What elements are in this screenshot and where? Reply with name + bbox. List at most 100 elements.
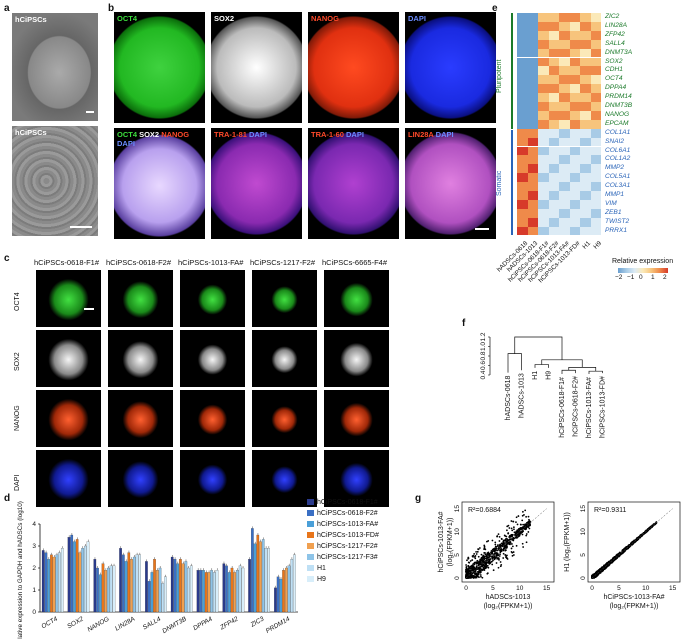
data-point: [632, 540, 635, 543]
leaf-label: hCiPSCs-1013-FA#: [586, 377, 593, 438]
heatmap-cell: [517, 146, 528, 156]
leaf-label: hADSCs-0618: [505, 376, 512, 421]
sample-label: H9: [592, 239, 603, 251]
heatmap-cell: [517, 226, 528, 236]
heatmap-cell: [517, 217, 528, 227]
data-point: [522, 523, 525, 526]
heatmap-cell: [538, 208, 549, 218]
image-caption: hCiPSCs: [15, 15, 47, 24]
heatmap-cell: [559, 128, 570, 138]
heatmap-cell: [590, 226, 601, 236]
x-tick-label: DPPA4: [192, 615, 214, 632]
heatmap-cell: [527, 93, 538, 102]
heatmap-cell: [580, 226, 591, 236]
heatmap-cell: [548, 21, 559, 31]
heatmap-cell: [548, 48, 559, 58]
heatmap-cell: [548, 75, 559, 85]
heatmap-cell: [569, 48, 580, 58]
data-point: [612, 560, 615, 563]
bar: [73, 541, 76, 613]
data-point: [516, 523, 519, 526]
data-point: [473, 561, 476, 564]
heatmap-cell: [559, 84, 570, 94]
y-tick-label: 1.2: [480, 332, 487, 341]
y-tick-label: 0.6: [480, 361, 487, 370]
bar: [199, 570, 203, 613]
data-point: [509, 540, 511, 543]
heatmap-cell: [538, 21, 549, 31]
data-point: [517, 535, 520, 538]
bar: [67, 537, 71, 613]
data-point: [527, 531, 530, 533]
x-tick-label: 0: [464, 585, 468, 592]
data-point: [515, 544, 518, 547]
heatmap-cell: [538, 93, 549, 102]
data-point: [506, 545, 508, 548]
x-tick-label: SOX2: [66, 615, 85, 630]
heatmap-cell: [548, 199, 559, 209]
data-point: [495, 545, 498, 548]
heatmap-cell: [527, 110, 538, 120]
stain-label-sub: DAPI: [117, 139, 135, 148]
clone-image: [180, 390, 245, 447]
y-tick-label: 4: [32, 521, 36, 528]
bar: [124, 561, 128, 613]
heatmap-cell: [538, 110, 549, 120]
heatmap-cell: [590, 66, 601, 76]
gene-label: COL3A1: [605, 182, 631, 190]
heatmap-cell: [559, 75, 570, 85]
somatic-label: Somatic: [496, 170, 503, 197]
heatmap-cell: [580, 191, 591, 200]
heatmap-cell: [527, 199, 538, 209]
data-point: [478, 561, 480, 564]
data-point: [502, 540, 505, 543]
clone-image: [252, 450, 317, 507]
y-tick-label: 0.4: [480, 370, 487, 379]
gene-label: DNMT3B: [605, 102, 633, 109]
bar: [109, 565, 113, 613]
scale-bar: [84, 308, 94, 310]
heatmap-cell: [538, 119, 549, 129]
data-point: [525, 521, 528, 524]
heatmap-cell: [580, 84, 591, 94]
gene-label: COL5A1: [605, 173, 631, 181]
bar: [107, 567, 110, 613]
heatmap-cell: [517, 155, 528, 165]
data-point: [521, 530, 523, 533]
heatmap-cell: [559, 173, 570, 183]
data-point: [499, 565, 502, 568]
heatmap-cell: [517, 13, 528, 22]
identity-line: [465, 508, 547, 579]
y-tick-label: 0: [580, 576, 587, 580]
data-point: [484, 565, 486, 568]
clone-column-label: hCiPSCs-1013-FA#: [178, 258, 244, 267]
heatmap-cell: [590, 39, 601, 49]
y-tick-label: 3: [32, 543, 36, 550]
data-point: [477, 548, 480, 550]
data-point: [491, 539, 494, 542]
heatmap-cell: [580, 66, 591, 76]
bar: [75, 539, 79, 613]
bar: [164, 576, 167, 613]
data-point: [479, 574, 482, 576]
bar: [98, 574, 102, 613]
heatmap-cell: [580, 182, 591, 191]
heatmap-cell: [527, 146, 538, 156]
stain-label: TRA-1-81 DAPI: [214, 130, 267, 139]
y-tick-label: 15: [580, 505, 587, 513]
stain-label: LIN28A DAPI: [408, 130, 454, 139]
bar: [150, 572, 154, 613]
stain-label: DAPI: [408, 14, 426, 23]
data-point: [496, 545, 499, 547]
bar: [96, 567, 99, 613]
heatmap-cell: [517, 93, 528, 102]
heatmap-cell: [548, 57, 559, 67]
x-tick-label: SALL4: [142, 615, 163, 631]
data-point: [472, 554, 475, 557]
y-tick-label: 2: [32, 565, 36, 572]
heatmap-cell: [580, 30, 591, 40]
heatmap-cell: [548, 137, 559, 147]
legend-swatch: [307, 543, 314, 549]
heatmap-cell: [590, 155, 601, 165]
heatmap-cell: [580, 119, 591, 129]
